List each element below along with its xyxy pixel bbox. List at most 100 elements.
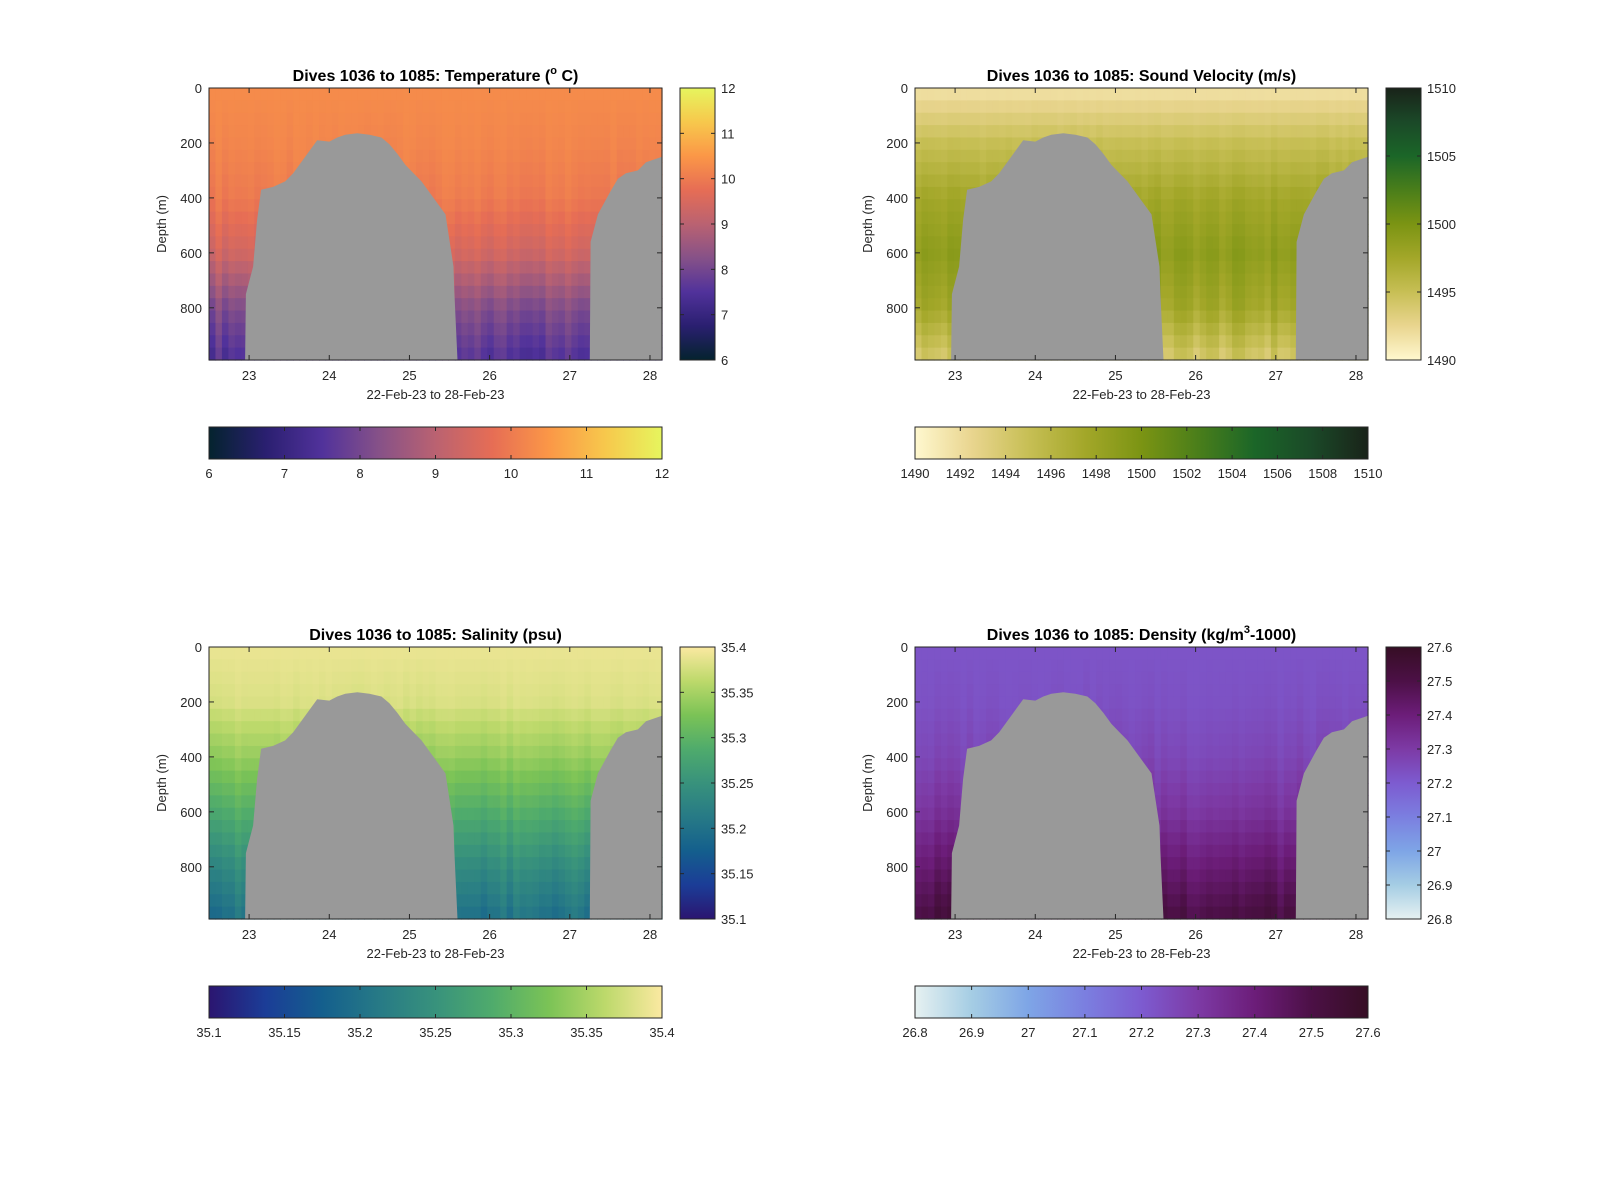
heatmap-cell — [370, 88, 378, 101]
heatmap-cell — [1257, 174, 1266, 188]
heatmap-cell — [209, 273, 217, 287]
heatmap-cell — [642, 100, 650, 114]
heatmap-cell — [1167, 199, 1175, 213]
heatmap-cell — [953, 174, 961, 188]
heatmap-cell — [1212, 335, 1220, 349]
heatmap-cell — [228, 285, 236, 299]
heatmap-cell — [416, 162, 424, 176]
heatmap-cell — [338, 125, 346, 139]
heatmap-cell — [1186, 186, 1194, 200]
heatmap-cell — [1102, 100, 1110, 114]
heatmap-cell — [461, 906, 469, 920]
heatmap-cell — [532, 186, 540, 200]
heatmap-cell — [584, 322, 592, 336]
heatmap-cell — [584, 708, 592, 722]
heatmap-cell — [1335, 162, 1343, 176]
y-tick-label: 800 — [180, 860, 202, 875]
heatmap-cell — [1044, 112, 1052, 126]
heatmap-cell — [551, 844, 560, 858]
heatmap-cell — [947, 174, 955, 188]
heatmap-cell — [390, 696, 398, 710]
heatmap-cell — [526, 881, 534, 895]
heatmap-cell — [454, 174, 462, 188]
heatmap-cell — [532, 322, 540, 336]
heatmap-cell — [564, 347, 572, 361]
heatmap-cell — [513, 137, 521, 151]
heatmap-cell — [1031, 112, 1039, 126]
heatmap-cell — [429, 186, 437, 200]
heatmap-cell — [487, 224, 495, 237]
heatmap-cell — [474, 125, 482, 139]
heatmap-cell — [1361, 149, 1369, 163]
heatmap-cell — [241, 671, 249, 685]
heatmap-cell — [1193, 322, 1201, 336]
heatmap-cell — [241, 88, 249, 101]
heatmap-cell — [1283, 149, 1291, 163]
heatmap-cell — [558, 758, 566, 772]
heatmap-cell — [1115, 162, 1123, 176]
heatmap-cell — [209, 199, 217, 213]
heatmap-cell — [209, 322, 217, 336]
heatmap-cell — [584, 684, 592, 698]
heatmap-cell — [921, 162, 929, 176]
heatmap-cell — [441, 696, 450, 710]
heatmap-cell — [1199, 310, 1207, 324]
heatmap-cell — [299, 696, 307, 710]
x-tick-label: 26 — [1188, 368, 1202, 383]
heatmap-cell — [221, 733, 230, 747]
heatmap-cell — [915, 174, 923, 188]
heatmap-cell — [467, 186, 475, 200]
heatmap-cell — [461, 125, 469, 139]
heatmap-cell — [493, 807, 501, 821]
heatmap-cell — [564, 844, 572, 858]
heatmap-cell — [927, 647, 936, 660]
heatmap-cell — [545, 211, 553, 225]
heatmap-cell — [571, 894, 579, 908]
heatmap-cell — [564, 100, 572, 114]
heatmap-cell — [1135, 174, 1143, 188]
heatmap-cell — [429, 684, 437, 698]
heatmap-cell — [577, 684, 585, 698]
heatmap-cell — [1251, 298, 1259, 312]
heatmap-cell — [571, 88, 579, 101]
heatmap-cell — [532, 236, 540, 250]
heatmap-cell — [551, 721, 560, 735]
heatmap-cell — [642, 112, 650, 126]
heatmap-cell — [241, 310, 249, 324]
heatmap-cell — [915, 857, 923, 871]
heatmap-cell — [921, 310, 929, 324]
heatmap-cell — [1355, 112, 1363, 126]
heatmap-cell — [474, 174, 482, 188]
heatmap-cell — [597, 186, 605, 200]
heatmap-cell — [1025, 112, 1033, 126]
heatmap-cell — [506, 647, 514, 660]
heatmap-cell — [1199, 162, 1207, 176]
heatmap-cell — [441, 721, 450, 735]
heatmap-cell — [221, 906, 230, 920]
heatmap-cell — [467, 285, 475, 299]
heatmap-cell — [487, 869, 495, 883]
heatmap-cell — [500, 881, 508, 895]
heatmap-cell — [564, 745, 572, 759]
heatmap-cell — [454, 224, 462, 237]
heatmap-cell — [551, 125, 560, 139]
x-axis-label: 22-Feb-23 to 28-Feb-23 — [1072, 387, 1210, 402]
heatmap-cell — [603, 125, 611, 139]
heatmap-cell — [526, 88, 534, 101]
heatmap-cell — [1128, 149, 1136, 163]
heatmap-cell — [448, 733, 456, 747]
colorbar-tick-label: 1490 — [901, 466, 930, 481]
heatmap-cell — [636, 684, 644, 698]
heatmap-cell — [506, 857, 514, 871]
heatmap-cell — [1154, 125, 1162, 139]
heatmap-cell — [448, 647, 456, 660]
heatmap-cell — [1167, 137, 1175, 151]
heatmap-cell — [1160, 174, 1168, 188]
heatmap-cell — [584, 211, 592, 225]
heatmap-cell — [584, 125, 592, 139]
heatmap-cell — [642, 708, 650, 722]
heatmap-cell — [319, 88, 327, 101]
heatmap-cell — [1245, 100, 1253, 114]
